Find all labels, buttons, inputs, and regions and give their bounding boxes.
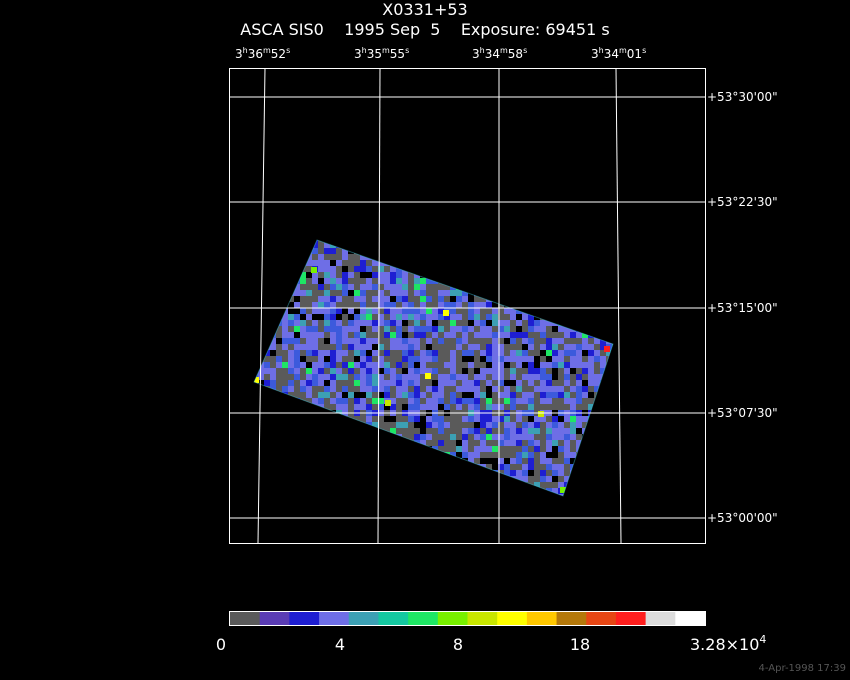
color-scale-swatch	[259, 612, 290, 625]
color-scale-tick: 18	[570, 635, 590, 654]
ra-gridline	[615, 67, 622, 544]
dec-axis-labels: +53°30'00" +53°22'30" +53°15'00" +53°07'…	[707, 90, 778, 525]
color-scale-swatch	[526, 612, 558, 625]
color-scale-swatch	[348, 612, 379, 625]
dec-label: +53°00'00"	[707, 511, 778, 525]
ra-label: 3h36m52s	[235, 46, 290, 61]
dec-label: +53°07'30"	[707, 406, 778, 420]
dec-label: +53°30'00"	[707, 90, 778, 104]
exposure-label: Exposure: 69451 s	[460, 20, 610, 39]
ra-gridline	[257, 67, 266, 544]
instrument-label: ASCA SIS0	[240, 20, 324, 39]
color-scale-frame	[229, 611, 706, 626]
color-scale-swatch	[408, 612, 439, 625]
detector-edge	[253, 239, 614, 497]
color-scale-swatch	[437, 612, 468, 625]
color-scale-swatch	[467, 612, 498, 625]
color-scale-bar	[230, 612, 706, 625]
ra-label: 3h34m58s	[472, 46, 527, 61]
color-scale-swatch	[497, 612, 528, 625]
ra-gridline	[377, 67, 381, 544]
coordinate-grid	[229, 67, 706, 544]
ra-label: 3h35m55s	[354, 46, 409, 61]
color-scale-swatch	[319, 612, 350, 625]
color-scale-swatch	[378, 612, 409, 625]
color-scale-swatch	[586, 612, 617, 625]
target-title: X0331+53	[382, 0, 468, 19]
color-scale-swatch	[675, 612, 706, 625]
color-scale-max: 3.28×104	[690, 633, 766, 654]
dec-label: +53°15'00"	[707, 301, 778, 315]
color-scale-tick: 0	[216, 635, 226, 654]
color-scale-swatch	[289, 612, 320, 625]
color-scale-swatch	[645, 612, 676, 625]
color-scale-swatch	[556, 612, 587, 625]
observation-subtitle: ASCA SIS0 1995 Sep 5 Exposure: 69451 s	[0, 20, 850, 39]
color-scale-swatch	[230, 612, 261, 625]
date-label: 1995 Sep 5	[344, 20, 441, 39]
color-scale-tick: 8	[453, 635, 463, 654]
timestamp-footer: 4-Apr-1998 17:39	[758, 663, 846, 674]
color-scale-tick: 4	[335, 635, 345, 654]
ra-axis-labels: 3h36m52s 3h35m55s 3h34m58s 3h34m01s	[235, 46, 646, 61]
image-frame	[229, 68, 706, 544]
color-scale-labels: 0 4 8 18 3.28×104	[216, 633, 766, 654]
dec-label: +53°22'30"	[707, 195, 778, 209]
ra-label: 3h34m01s	[591, 46, 646, 61]
color-scale-swatch	[615, 612, 647, 625]
